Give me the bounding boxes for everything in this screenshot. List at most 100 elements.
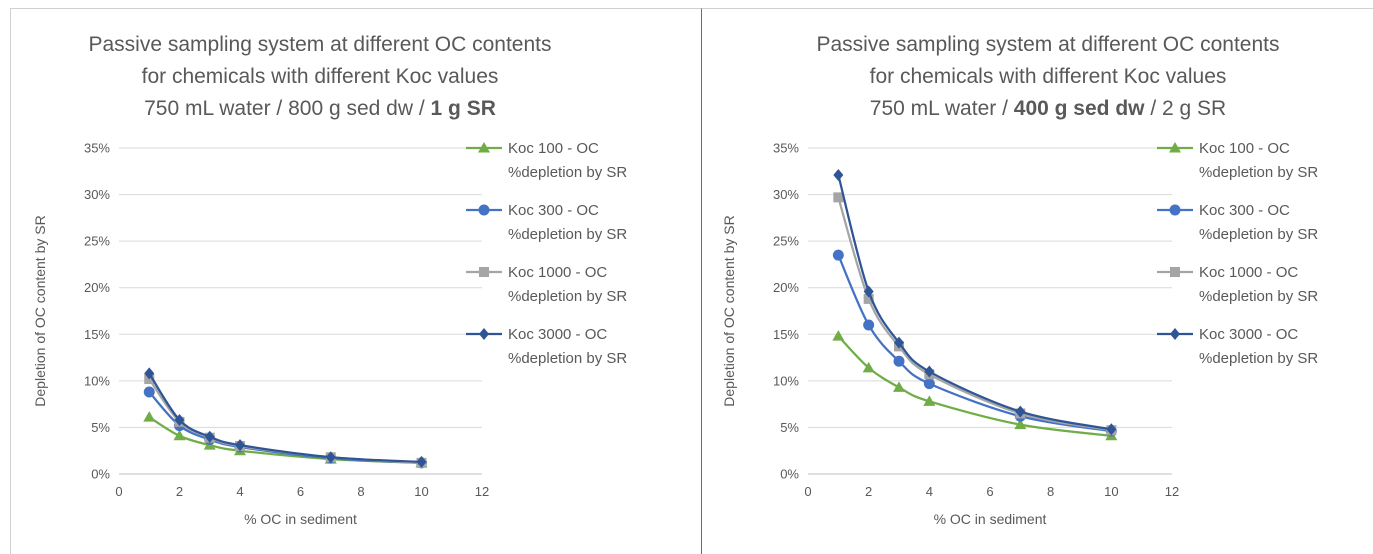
- x-tick-label: 10: [414, 484, 428, 499]
- series-line-2: [148, 378, 422, 464]
- chart-title-line-3-part: 750 mL water / 800 g sed dw /: [144, 97, 430, 120]
- legend-label: %depletion by SR: [1199, 288, 1318, 305]
- x-tick-label: 4: [236, 484, 243, 499]
- chart-title-line-1: Passive sampling system at different OC …: [89, 33, 552, 56]
- data-point-series-1: [923, 378, 935, 390]
- y-tick-label: 0%: [91, 467, 110, 482]
- legend-label: %depletion by SR: [508, 288, 627, 305]
- data-point-series-0: [832, 330, 845, 341]
- x-tick-label: 6: [986, 484, 993, 499]
- data-point-series-3: [924, 365, 935, 378]
- series-line-0: [148, 416, 422, 464]
- legend-marker-0: [1169, 142, 1181, 153]
- y-tick-label: 0%: [780, 467, 799, 482]
- chart-title-line-3-part: 750 mL water /: [870, 97, 1014, 120]
- data-point-series-2: [863, 293, 874, 304]
- y-tick-label: 20%: [84, 280, 110, 295]
- legend-marker-3: [1170, 328, 1180, 340]
- data-point-series-3: [863, 285, 874, 298]
- chart-panel-left: Passive sampling system at different OC …: [10, 8, 701, 554]
- y-tick-label: 5%: [91, 420, 110, 435]
- chart-title-line-2: for chemicals with different Koc values: [142, 65, 499, 88]
- data-point-series-3: [416, 455, 427, 468]
- chart-left: Passive sampling system at different OC …: [32, 33, 627, 527]
- legend-label: Koc 300 - OC: [508, 202, 599, 219]
- y-tick-label: 25%: [84, 234, 110, 249]
- legend-label: %depletion by SR: [508, 164, 627, 181]
- data-point-series-0: [1014, 418, 1027, 430]
- data-point-series-3: [1106, 423, 1117, 436]
- data-point-series-0: [173, 429, 186, 441]
- series-line-2: [837, 197, 1112, 432]
- data-point-series-2: [833, 192, 844, 203]
- y-tick-label: 30%: [773, 187, 799, 202]
- x-axis-title: % OC in sediment: [934, 511, 1047, 527]
- data-point-series-3: [204, 430, 215, 443]
- chart-panel-right: Passive sampling system at different OC …: [701, 8, 1373, 554]
- data-point-series-1: [863, 319, 875, 331]
- x-tick-label: 12: [475, 484, 489, 499]
- data-point-series-3: [1015, 405, 1026, 418]
- y-tick-label: 10%: [84, 373, 110, 388]
- series-line-3: [148, 372, 422, 464]
- y-tick-label: 30%: [84, 187, 110, 202]
- data-point-series-3: [174, 413, 185, 426]
- legend-marker-1: [1169, 204, 1181, 216]
- chart-title-line-3: 750 mL water / 400 g sed dw / 2 g SR: [870, 97, 1226, 120]
- chart-right: Passive sampling system at different OC …: [721, 33, 1318, 527]
- y-tick-label: 35%: [773, 141, 799, 156]
- series-line-3: [837, 174, 1112, 431]
- y-tick-label: 10%: [773, 373, 799, 388]
- series-line-1: [837, 254, 1112, 433]
- data-point-series-3: [235, 439, 245, 452]
- x-tick-label: 0: [115, 484, 122, 499]
- x-tick-label: 6: [297, 484, 304, 499]
- x-tick-label: 0: [804, 484, 811, 499]
- legend-label: Koc 100 - OC: [508, 140, 599, 157]
- x-axis-title: % OC in sediment: [244, 511, 357, 527]
- chart-title-line-3-part: 400 g sed dw: [1014, 97, 1145, 120]
- data-point-series-0: [862, 361, 875, 373]
- legend-label: %depletion by SR: [1199, 350, 1318, 367]
- data-point-series-0: [923, 395, 936, 406]
- chart-title-line-1: Passive sampling system at different OC …: [817, 33, 1280, 56]
- x-tick-label: 4: [926, 484, 933, 499]
- x-tick-label: 12: [1165, 484, 1179, 499]
- y-tick-label: 35%: [84, 141, 110, 156]
- x-tick-label: 8: [357, 484, 364, 499]
- data-point-series-0: [143, 411, 156, 422]
- legend-label: %depletion by SR: [1199, 226, 1318, 243]
- y-axis-title: Depletion of OC content by SR: [32, 215, 48, 406]
- y-tick-label: 25%: [773, 234, 799, 249]
- x-tick-label: 8: [1047, 484, 1054, 499]
- legend-label: Koc 100 - OC: [1199, 140, 1290, 157]
- x-tick-label: 2: [176, 484, 183, 499]
- y-tick-label: 15%: [773, 327, 799, 342]
- series-line-0: [837, 335, 1112, 437]
- y-tick-label: 20%: [773, 280, 799, 295]
- legend-marker-1: [478, 204, 490, 216]
- legend-label: Koc 3000 - OC: [1199, 326, 1298, 343]
- x-tick-label: 10: [1104, 484, 1118, 499]
- legend-marker-3: [479, 328, 489, 340]
- y-axis-title: Depletion of OC content by SR: [721, 215, 737, 406]
- x-tick-label: 2: [865, 484, 872, 499]
- legend-label: Koc 1000 - OC: [1199, 264, 1298, 281]
- data-point-series-3: [325, 451, 336, 464]
- legend-label: %depletion by SR: [1199, 164, 1318, 181]
- chart-title-line-2: for chemicals with different Koc values: [870, 65, 1227, 88]
- data-point-series-1: [893, 355, 905, 367]
- chart-title-line-3-part: 1 g SR: [431, 97, 496, 120]
- chart-title-line-3: 750 mL water / 800 g sed dw / 1 g SR: [144, 97, 496, 120]
- legend-marker-2: [479, 267, 489, 277]
- legend-label: Koc 3000 - OC: [508, 326, 607, 343]
- y-tick-label: 5%: [780, 420, 799, 435]
- chart-title-line-3-part: / 2 g SR: [1144, 97, 1226, 120]
- data-point-series-0: [893, 381, 905, 392]
- y-tick-label: 15%: [84, 327, 110, 342]
- data-point-series-1: [143, 386, 155, 398]
- legend-label: %depletion by SR: [508, 226, 627, 243]
- legend-label: Koc 300 - OC: [1199, 202, 1290, 219]
- data-point-series-1: [832, 249, 844, 261]
